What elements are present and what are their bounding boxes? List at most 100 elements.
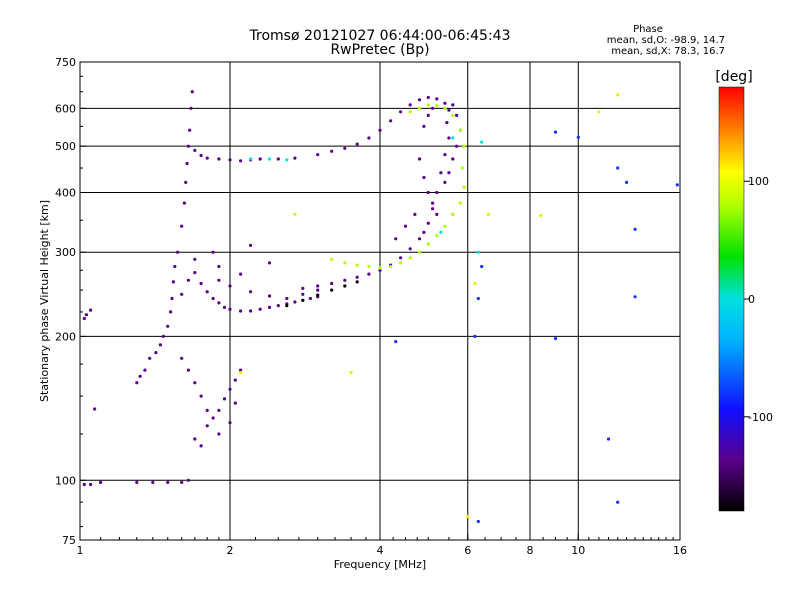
colorbar-ticks: 100 0 -100 [744,175,773,424]
data-point [417,157,422,161]
data-point [84,313,88,317]
data-point [443,224,447,228]
data-point [217,301,221,305]
data-point [451,103,455,107]
data-point [228,307,232,311]
data-point [553,336,558,341]
data-point [293,212,297,216]
data-point [82,316,86,321]
data-point [222,305,227,309]
data-point [451,212,455,216]
data-point [193,271,197,275]
data-point [422,124,426,128]
data-point [439,230,443,234]
data-point [426,242,430,246]
data-point [394,237,398,241]
data-point [408,256,412,260]
data-point [89,482,93,487]
data-point [426,190,430,195]
data-point [188,128,192,132]
data-point [417,237,422,241]
data-point [217,157,221,161]
data-point [173,264,177,269]
data-point [158,343,162,347]
data-point [205,156,209,160]
data-point [330,149,334,153]
data-point [403,224,408,228]
x-tick-label: 2 [227,544,234,557]
x-tick-label: 1 [77,544,84,557]
chart-subtitle: RwPretec (Bp) [330,42,429,58]
data-point [301,292,305,296]
data-point [180,292,184,296]
y-tick-label: 500 [55,140,76,153]
data-point [258,157,262,161]
x-tick-label: 6 [464,544,471,557]
data-point [316,288,320,292]
data-point [138,374,142,378]
data-point [417,250,422,254]
data-point [161,334,165,338]
data-point [154,351,158,355]
data-point [389,119,393,123]
colorbar-label: [deg] [715,69,752,85]
data-point [293,300,297,304]
data-point [184,180,188,184]
data-point [597,110,601,114]
colorbar-tick-label: 0 [748,293,755,306]
data-point [367,136,371,140]
data-point [435,212,439,216]
x-tick-label: 16 [673,544,687,557]
data-point [186,278,190,282]
data-point [389,264,393,269]
data-point [249,157,253,161]
data-point [180,356,184,360]
data-point [378,128,382,132]
data-point [239,159,243,163]
data-point [476,296,480,301]
data-point [239,272,243,276]
chart-title: Tromsø 20121027 06:44:00-06:45:43 [249,28,511,44]
data-point [148,356,152,360]
data-point [316,153,320,157]
data-point [249,243,253,247]
x-tick-label: 8 [527,544,534,557]
data-point [199,153,203,158]
data-point [316,284,320,288]
data-point [249,290,253,294]
data-point [151,480,155,484]
data-point [451,157,455,161]
data-point [267,294,272,298]
x-tick-label: 10 [571,544,585,557]
data-point [576,135,580,139]
data-point [276,304,280,308]
data-point [443,106,447,110]
data-point [267,261,272,265]
data-point [447,108,451,112]
colorbar-tick-label: -100 [748,411,773,424]
data-point [476,250,480,254]
data-point [170,296,174,301]
data-point [616,500,620,504]
data-point [217,432,221,436]
data-point [367,272,371,276]
stats-x-line: mean, sd,X: 78.3, 16.7 [611,46,725,57]
data-point [458,128,462,132]
data-point [267,305,272,309]
data-point [293,156,297,160]
data-point [451,113,455,117]
data-point [447,136,451,140]
data-point [426,103,430,107]
data-point [426,113,430,117]
data-point [447,171,451,175]
data-point [399,256,403,260]
data-point [633,295,637,299]
data-point [228,158,232,162]
data-point [399,261,403,265]
data-point [539,213,543,218]
data-point [343,284,347,288]
y-axis-label: Stationary phase Virtual Height [km] [38,200,51,402]
data-point [89,308,93,312]
data-point [143,368,147,372]
data-point [408,103,412,107]
